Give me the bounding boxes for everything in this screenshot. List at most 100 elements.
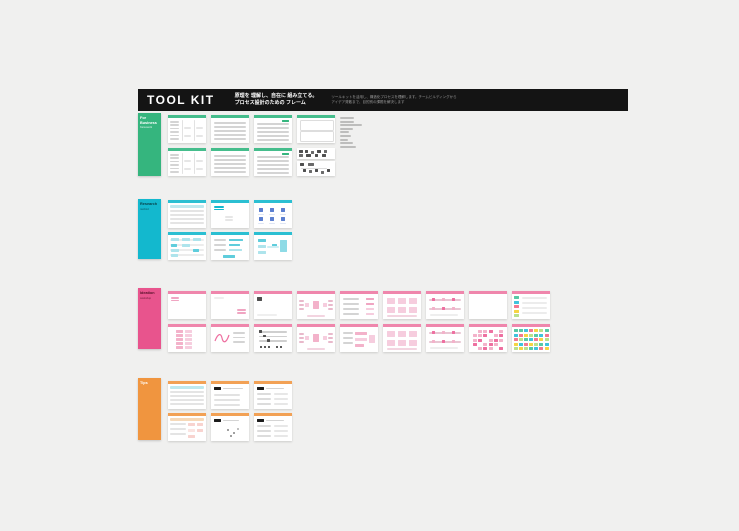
template-thumbnail[interactable]: [168, 413, 206, 441]
sticky-chip: [398, 298, 406, 304]
template-thumbnail[interactable]: [383, 291, 421, 319]
template-thumbnail[interactable]: [168, 115, 206, 143]
template-thumbnail[interactable]: [211, 324, 249, 352]
tool-name-line: [340, 127, 353, 130]
template-thumbnail[interactable]: [340, 291, 378, 319]
template-thumbnail[interactable]: [211, 115, 249, 143]
skeleton-line: [328, 337, 333, 339]
template-thumbnail[interactable]: [211, 413, 249, 441]
description-line2: アイデア発散まで、目的別の課題を解決します: [331, 100, 405, 104]
sticky-chip: [473, 342, 477, 346]
section-cover-sub: workshop: [140, 296, 152, 300]
sticky-chip: [514, 300, 519, 304]
template-thumbnail[interactable]: [211, 232, 249, 260]
template-thumbnail[interactable]: [297, 115, 335, 143]
template-thumbnail[interactable]: [211, 291, 249, 319]
sticky-chip: [282, 152, 289, 155]
template-thumbnail[interactable]: [211, 381, 249, 409]
sticky-chip: [233, 432, 235, 434]
sticky-chip: [409, 331, 417, 337]
sticky-chip: [299, 154, 303, 157]
template-thumbnail[interactable]: [297, 148, 335, 159]
template-thumbnail[interactable]: [254, 200, 292, 228]
sticky-chip: [322, 154, 326, 157]
skeleton-line: [170, 154, 179, 156]
skeleton-line: [430, 314, 458, 316]
skeleton-line: [280, 222, 286, 224]
sticky-chip: [321, 171, 324, 174]
skeleton-line: [430, 347, 458, 349]
sticky-chip: [176, 338, 183, 341]
skeleton-line: [170, 171, 179, 173]
template-thumbnail[interactable]: [254, 115, 292, 143]
template-thumbnail[interactable]: [469, 324, 507, 352]
sticky-chip: [452, 331, 455, 334]
sticky-chip: [409, 340, 417, 346]
section-cover-research[interactable]: Research method: [138, 199, 161, 259]
template-thumbnail[interactable]: [168, 200, 206, 228]
template-thumbnail[interactable]: [297, 161, 335, 176]
template-thumbnail[interactable]: [168, 381, 206, 409]
sticky-chip: [529, 329, 534, 332]
template-thumbnail[interactable]: [254, 232, 292, 260]
section-cover-ideation[interactable]: Ideation workshop: [138, 288, 161, 349]
divider: [182, 153, 183, 174]
template-thumbnail[interactable]: [211, 148, 249, 176]
skeleton-line: [237, 309, 246, 311]
template-thumbnail[interactable]: [426, 291, 464, 319]
template-thumbnail[interactable]: [254, 148, 292, 176]
sticky-chip: [214, 418, 221, 422]
template-thumbnail[interactable]: [426, 324, 464, 352]
sticky-chip: [311, 151, 314, 154]
template-thumbnail[interactable]: [168, 232, 206, 260]
skeleton-line: [170, 423, 186, 425]
sticky-chip: [257, 297, 262, 301]
skeleton-line: [214, 249, 226, 251]
template-thumbnail[interactable]: [469, 291, 507, 319]
skeleton-line: [343, 332, 353, 334]
sticky-chip: [539, 342, 544, 346]
sticky-chip: [299, 150, 303, 153]
table-header: [170, 386, 204, 389]
template-thumbnail[interactable]: [254, 413, 292, 441]
sticky-chip: [529, 338, 534, 341]
skeleton-line: [280, 213, 286, 215]
skeleton-line: [170, 395, 204, 397]
skeleton-line: [274, 403, 288, 405]
skeleton-line: [274, 393, 288, 395]
section-cover-tips[interactable]: Tips: [138, 378, 161, 440]
thumbnail-topbar: [211, 115, 249, 118]
template-thumbnail[interactable]: [297, 324, 335, 352]
template-thumbnail[interactable]: [383, 324, 421, 352]
template-thumbnail[interactable]: [168, 148, 206, 176]
skeleton-line: [170, 138, 179, 140]
skeleton-line: [214, 404, 240, 406]
skeleton-line: [299, 337, 304, 339]
template-thumbnail[interactable]: [254, 324, 292, 352]
sticky-chip: [193, 238, 201, 241]
skeleton-line: [170, 391, 204, 393]
sticky-chip: [539, 333, 544, 337]
skeleton-line: [196, 127, 203, 129]
template-thumbnail[interactable]: [211, 200, 249, 228]
skeleton-line: [266, 419, 284, 421]
template-thumbnail[interactable]: [512, 291, 550, 319]
template-thumbnail[interactable]: [254, 291, 292, 319]
template-thumbnail[interactable]: [168, 291, 206, 319]
template-thumbnail[interactable]: [297, 291, 335, 319]
template-thumbnail[interactable]: [168, 324, 206, 352]
sticky-chip: [398, 307, 406, 313]
template-thumbnail[interactable]: [254, 381, 292, 409]
skeleton-line: [170, 428, 186, 430]
sticky-chip: [305, 150, 308, 153]
skeleton-line: [170, 167, 179, 170]
tool-name-line: [340, 124, 362, 127]
skeleton-line: [196, 168, 203, 170]
section-cover-business[interactable]: For Business framework: [138, 113, 161, 176]
template-thumbnail[interactable]: [340, 324, 378, 352]
sticky-chip: [171, 238, 179, 241]
block: [300, 120, 334, 131]
skeleton-line: [387, 348, 417, 350]
template-thumbnail[interactable]: [512, 324, 550, 352]
